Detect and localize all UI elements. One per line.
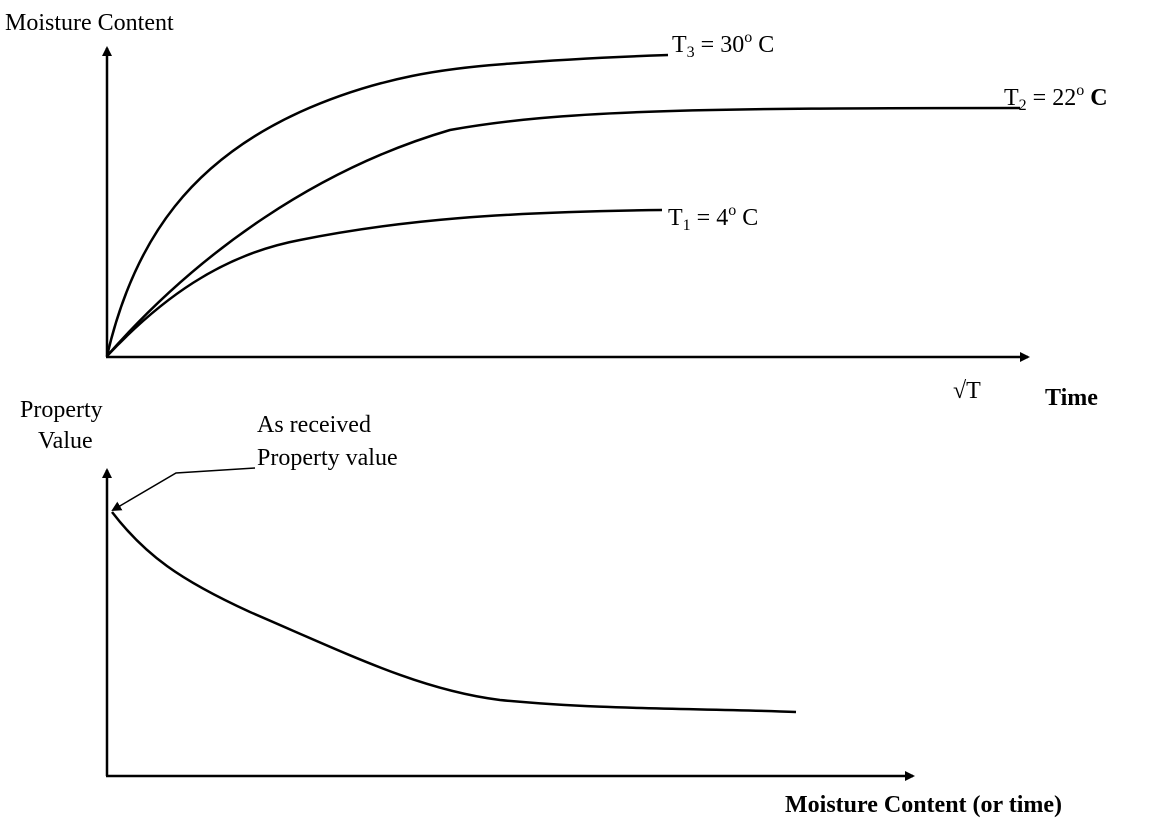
y-axis-label: Moisture Content bbox=[5, 10, 174, 36]
x-axis-label: Time bbox=[1045, 385, 1098, 411]
x-axis-label: Moisture Content (or time) bbox=[785, 792, 1062, 818]
annotation: Property value bbox=[257, 445, 398, 471]
label-part: 2 bbox=[1019, 97, 1027, 114]
property-curve bbox=[111, 511, 797, 714]
label-part: = 22 bbox=[1027, 85, 1077, 111]
curve-t2 bbox=[106, 106, 1021, 357]
x-axis-symbol: √T bbox=[953, 378, 981, 404]
curve-label: T1 = 4o C bbox=[668, 202, 758, 234]
curve-t1 bbox=[106, 208, 663, 357]
label-part: o bbox=[728, 202, 736, 219]
curve-label: T3 = 30o C bbox=[672, 29, 774, 61]
y-axis-label: Value bbox=[38, 428, 93, 454]
label-part: T bbox=[668, 205, 683, 231]
label-part: = 30 bbox=[695, 32, 745, 58]
label-part: T bbox=[1004, 85, 1019, 111]
label-part: 1 bbox=[683, 217, 691, 234]
curve-t3 bbox=[105, 53, 669, 357]
label-part: 3 bbox=[687, 44, 695, 61]
label-part: = 4 bbox=[691, 205, 729, 231]
curve-label: T2 = 22o C bbox=[1004, 82, 1108, 114]
label-part: C bbox=[1084, 85, 1107, 111]
annotation: As received bbox=[257, 412, 371, 438]
label-part: C bbox=[736, 205, 758, 231]
annotation-arrow bbox=[111, 467, 256, 512]
label-part: T bbox=[672, 32, 687, 58]
label-part: C bbox=[752, 32, 774, 58]
label-part: o bbox=[744, 29, 752, 46]
label-part: o bbox=[1076, 82, 1084, 99]
y-axis-label: Property bbox=[20, 397, 103, 423]
